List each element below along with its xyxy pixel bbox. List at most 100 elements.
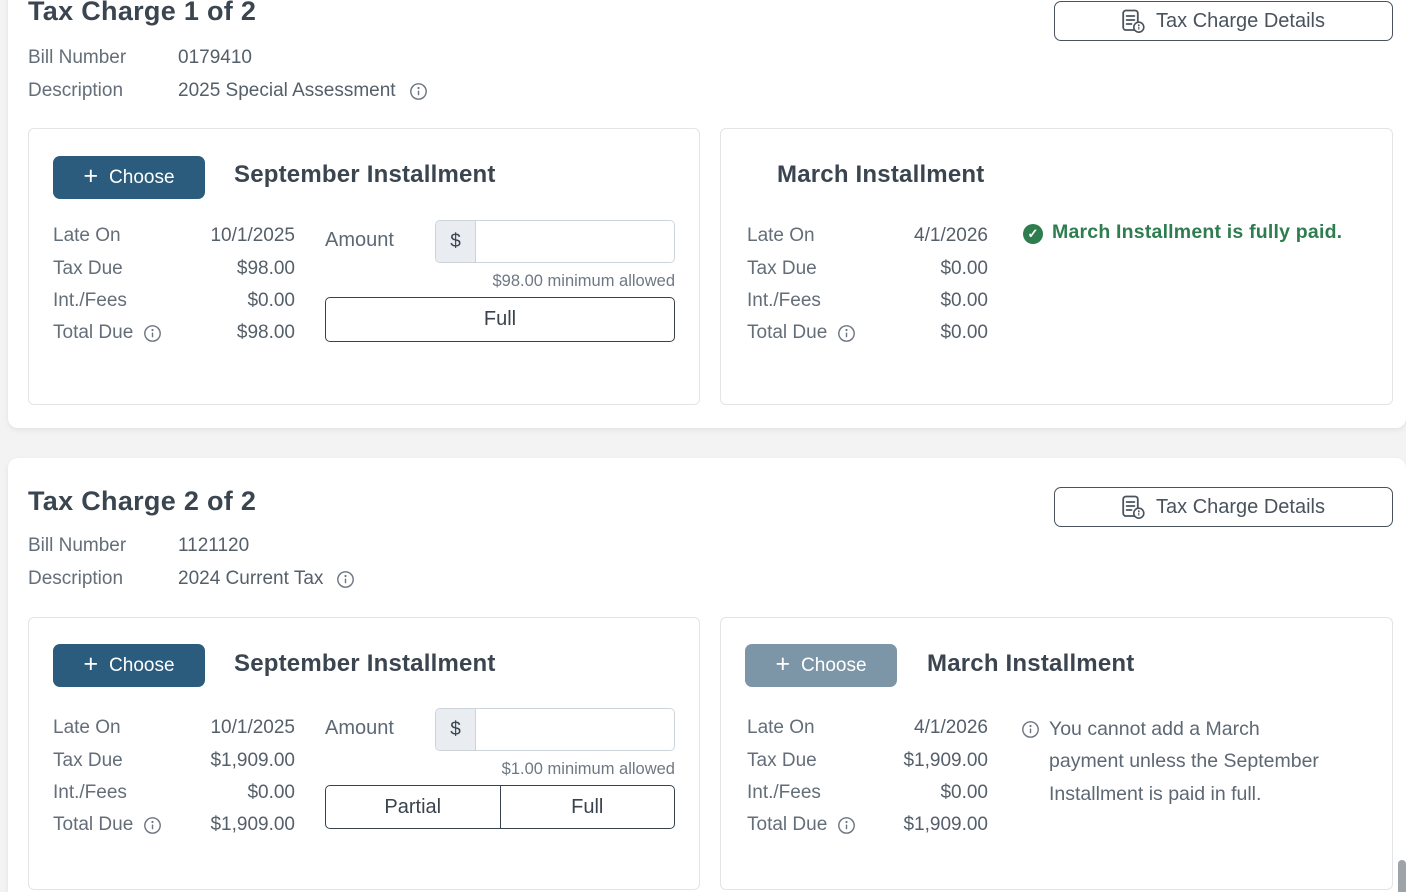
tax-charge-2-title: Tax Charge 2 of 2 xyxy=(28,486,257,516)
payment-option-group-1: Full xyxy=(325,297,675,342)
late-on-value: 10/1/2025 xyxy=(210,717,295,739)
choose-button-label: Choose xyxy=(109,654,175,676)
total-due-row: Total Due $1,909.00 xyxy=(53,809,295,841)
bill-number-label: Bill Number xyxy=(28,47,127,68)
september-summary-1: Late On 10/1/2025 Tax Due $98.00 Int./Fe… xyxy=(53,220,295,350)
minimum-allowed-text: $98.00 minimum allowed xyxy=(492,272,675,290)
amount-label: Amount xyxy=(325,717,394,739)
tax-due-row: Tax Due $1,909.00 xyxy=(747,744,988,776)
amount-input[interactable] xyxy=(476,221,674,262)
plus-icon: + xyxy=(775,650,791,678)
bill-number-label: Bill Number xyxy=(28,535,127,556)
document-info-icon xyxy=(1122,495,1145,519)
bill-number-row: Bill Number 1121120 xyxy=(28,535,249,557)
vertical-scrollbar-thumb[interactable] xyxy=(1398,860,1406,892)
late-on-label: Late On xyxy=(53,717,121,739)
choose-september-button-2[interactable]: + Choose xyxy=(53,644,205,687)
tax-charge-2-details-button[interactable]: Tax Charge Details xyxy=(1054,487,1393,527)
tax-due-value: $0.00 xyxy=(940,257,988,279)
choose-button-label: Choose xyxy=(801,654,867,676)
currency-prefix: $ xyxy=(436,221,476,262)
amount-input-group-1: $ xyxy=(435,220,675,263)
september-installment-title-2: September Installment xyxy=(234,650,496,677)
march-summary-2: Late On 4/1/2026 Tax Due $1,909.00 Int./… xyxy=(747,712,988,842)
bill-number-value: 1121120 xyxy=(178,535,250,556)
int-fees-value: $0.00 xyxy=(940,781,988,803)
total-due-value: $1,909.00 xyxy=(210,814,295,836)
description-row: Description 2024 Current Tax xyxy=(28,568,355,590)
details-button-label: Tax Charge Details xyxy=(1156,9,1325,32)
partial-payment-button[interactable]: Partial xyxy=(326,786,500,828)
check-circle-icon: ✓ xyxy=(1023,224,1043,244)
total-due-row: Total Due $98.00 xyxy=(53,317,295,349)
currency-prefix: $ xyxy=(436,709,476,750)
tax-due-label: Tax Due xyxy=(53,749,123,771)
note-text: You cannot add a March payment unless th… xyxy=(1049,718,1319,805)
total-due-label: Total Due xyxy=(747,322,828,344)
description-info-icon[interactable] xyxy=(336,570,355,589)
full-payment-button[interactable]: Full xyxy=(326,298,674,341)
amount-label: Amount xyxy=(325,229,394,251)
total-due-label: Total Due xyxy=(53,814,134,836)
amount-input[interactable] xyxy=(476,709,674,750)
int-fees-label: Int./Fees xyxy=(53,289,127,311)
total-due-label: Total Due xyxy=(53,322,134,344)
tax-due-label: Tax Due xyxy=(53,257,123,279)
int-fees-label: Int./Fees xyxy=(747,781,821,803)
description-value: 2025 Special Assessment xyxy=(178,80,396,101)
plus-icon: + xyxy=(83,162,99,190)
total-due-row: Total Due $1,909.00 xyxy=(747,809,988,841)
choose-button-label: Choose xyxy=(109,166,175,188)
total-due-info-icon[interactable] xyxy=(837,816,856,835)
full-payment-button[interactable]: Full xyxy=(499,786,675,828)
total-due-info-icon[interactable] xyxy=(143,324,162,343)
document-info-icon xyxy=(1122,9,1145,33)
description-row: Description 2025 Special Assessment xyxy=(28,80,428,102)
int-fees-value: $0.00 xyxy=(247,289,295,311)
tax-charge-1-title: Tax Charge 1 of 2 xyxy=(28,0,257,26)
bill-number-value: 0179410 xyxy=(178,47,252,68)
choose-september-button-1[interactable]: + Choose xyxy=(53,156,205,199)
plus-icon: + xyxy=(83,650,99,678)
details-button-label: Tax Charge Details xyxy=(1156,495,1325,518)
int-fees-value: $0.00 xyxy=(940,289,988,311)
late-on-value: 4/1/2026 xyxy=(914,225,988,247)
fully-paid-status: ✓ March Installment is fully paid. xyxy=(1023,221,1342,244)
int-fees-label: Int./Fees xyxy=(53,781,127,803)
march-installment-card-2: + Choose March Installment Late On 4/1/2… xyxy=(720,617,1393,890)
description-info-icon[interactable] xyxy=(409,82,428,101)
tax-due-row: Tax Due $0.00 xyxy=(747,252,988,284)
total-due-label: Total Due xyxy=(747,814,828,836)
total-due-row: Total Due $0.00 xyxy=(747,317,988,349)
tax-charge-1-details-button[interactable]: Tax Charge Details xyxy=(1054,1,1393,41)
note-info-icon[interactable] xyxy=(1021,720,1040,739)
tax-due-row: Tax Due $98.00 xyxy=(53,252,295,284)
int-fees-label: Int./Fees xyxy=(747,289,821,311)
late-on-row: Late On 10/1/2025 xyxy=(53,220,295,252)
late-on-label: Late On xyxy=(747,717,815,739)
description-label: Description xyxy=(28,568,124,589)
int-fees-row: Int./Fees $0.00 xyxy=(53,777,295,809)
tax-due-value: $1,909.00 xyxy=(903,749,988,771)
int-fees-value: $0.00 xyxy=(247,781,295,803)
late-on-label: Late On xyxy=(747,225,815,247)
tax-due-value: $1,909.00 xyxy=(210,749,295,771)
march-installment-title-1: March Installment xyxy=(777,161,985,188)
int-fees-row: Int./Fees $0.00 xyxy=(53,285,295,317)
late-on-value: 10/1/2025 xyxy=(210,225,295,247)
tax-due-label: Tax Due xyxy=(747,749,817,771)
total-due-value: $98.00 xyxy=(236,322,295,344)
int-fees-row: Int./Fees $0.00 xyxy=(747,285,988,317)
payment-option-group-2: Partial Full xyxy=(325,785,675,829)
march-installment-title-2: March Installment xyxy=(927,650,1135,677)
total-due-info-icon[interactable] xyxy=(143,816,162,835)
fully-paid-text: March Installment is fully paid. xyxy=(1052,221,1343,243)
september-installment-card-1: + Choose September Installment Late On 1… xyxy=(28,128,700,405)
late-on-row: Late On 4/1/2026 xyxy=(747,220,988,252)
late-on-label: Late On xyxy=(53,225,121,247)
march-restriction-note: You cannot add a March payment unless th… xyxy=(1021,713,1319,810)
total-due-info-icon[interactable] xyxy=(837,324,856,343)
september-installment-title-1: September Installment xyxy=(234,161,496,188)
choose-march-button-2[interactable]: + Choose xyxy=(745,644,897,687)
